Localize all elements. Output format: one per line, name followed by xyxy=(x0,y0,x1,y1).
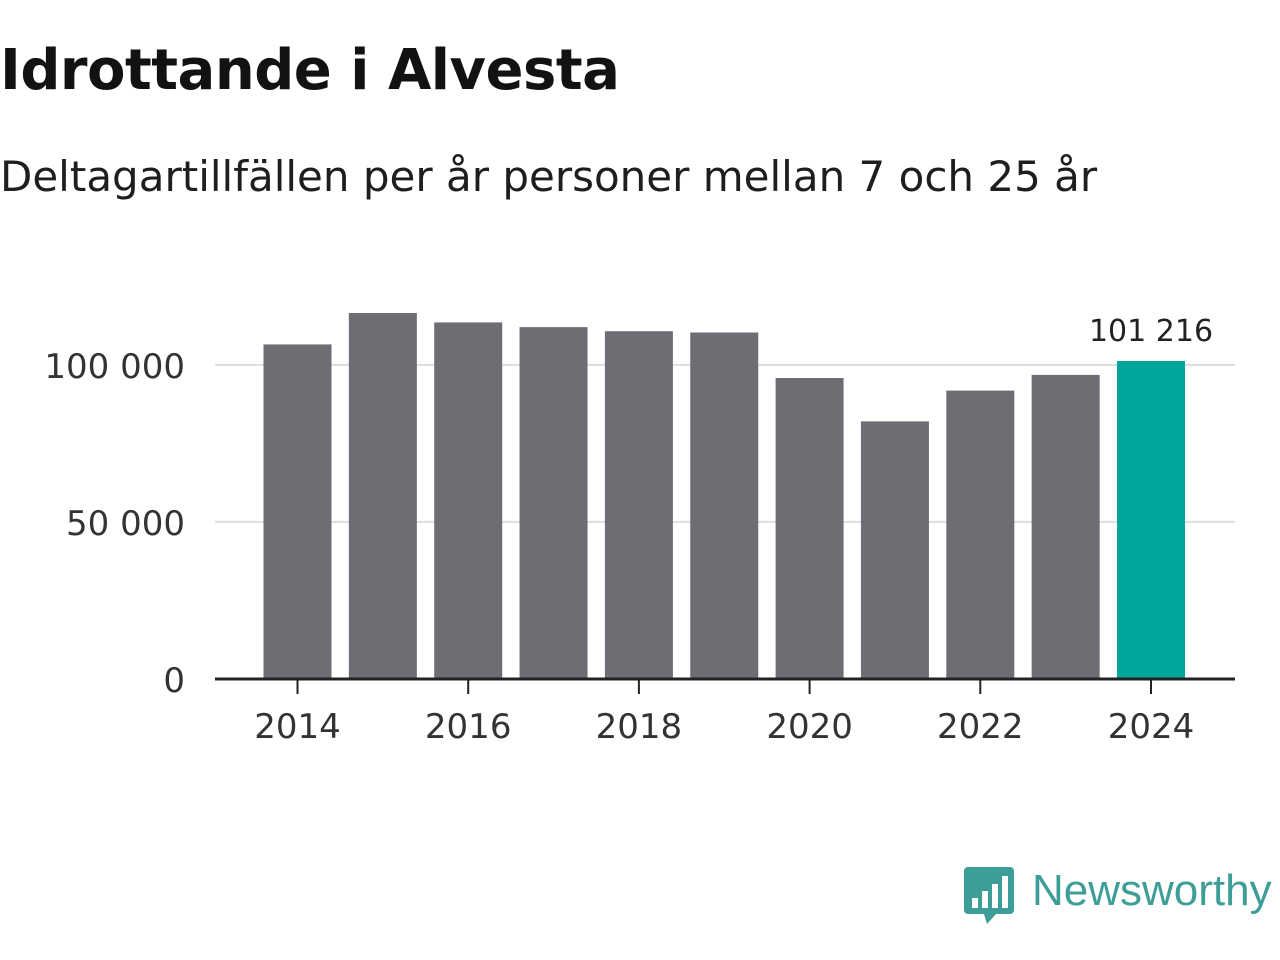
bar-2023 xyxy=(1031,374,1100,679)
x-tick-label: 2018 xyxy=(596,707,683,747)
x-tick-label: 2024 xyxy=(1108,707,1195,747)
bar-2020 xyxy=(775,378,844,679)
bar-2021 xyxy=(860,421,929,679)
bar-2022 xyxy=(946,390,1015,679)
x-tick-label: 2020 xyxy=(766,707,853,747)
brand-name: Newsworthy xyxy=(1032,866,1272,915)
newsworthy-logo: Newsworthy xyxy=(962,864,1278,930)
data-label: 101 216 xyxy=(1089,314,1213,349)
y-tick-label: 50 000 xyxy=(66,504,185,544)
x-tick-label: 2016 xyxy=(425,707,512,747)
chart-title: Idrottande i Alvesta xyxy=(0,38,620,103)
chart-subtitle: Deltagartillfällen per år personer mella… xyxy=(0,152,1098,201)
bar-2014 xyxy=(263,344,332,679)
bar-2018 xyxy=(604,331,673,679)
bar-2015 xyxy=(348,312,417,679)
bar-2024 xyxy=(1117,361,1185,679)
x-tick-label: 2022 xyxy=(937,707,1024,747)
y-tick-label: 100 000 xyxy=(44,347,185,387)
bar-2016 xyxy=(434,322,503,679)
y-tick-label: 0 xyxy=(163,661,185,701)
bar-2017 xyxy=(519,327,588,679)
newsworthy-bar-chart-icon xyxy=(964,867,1014,924)
bar-2019 xyxy=(690,332,759,679)
x-tick-label: 2014 xyxy=(254,707,341,747)
